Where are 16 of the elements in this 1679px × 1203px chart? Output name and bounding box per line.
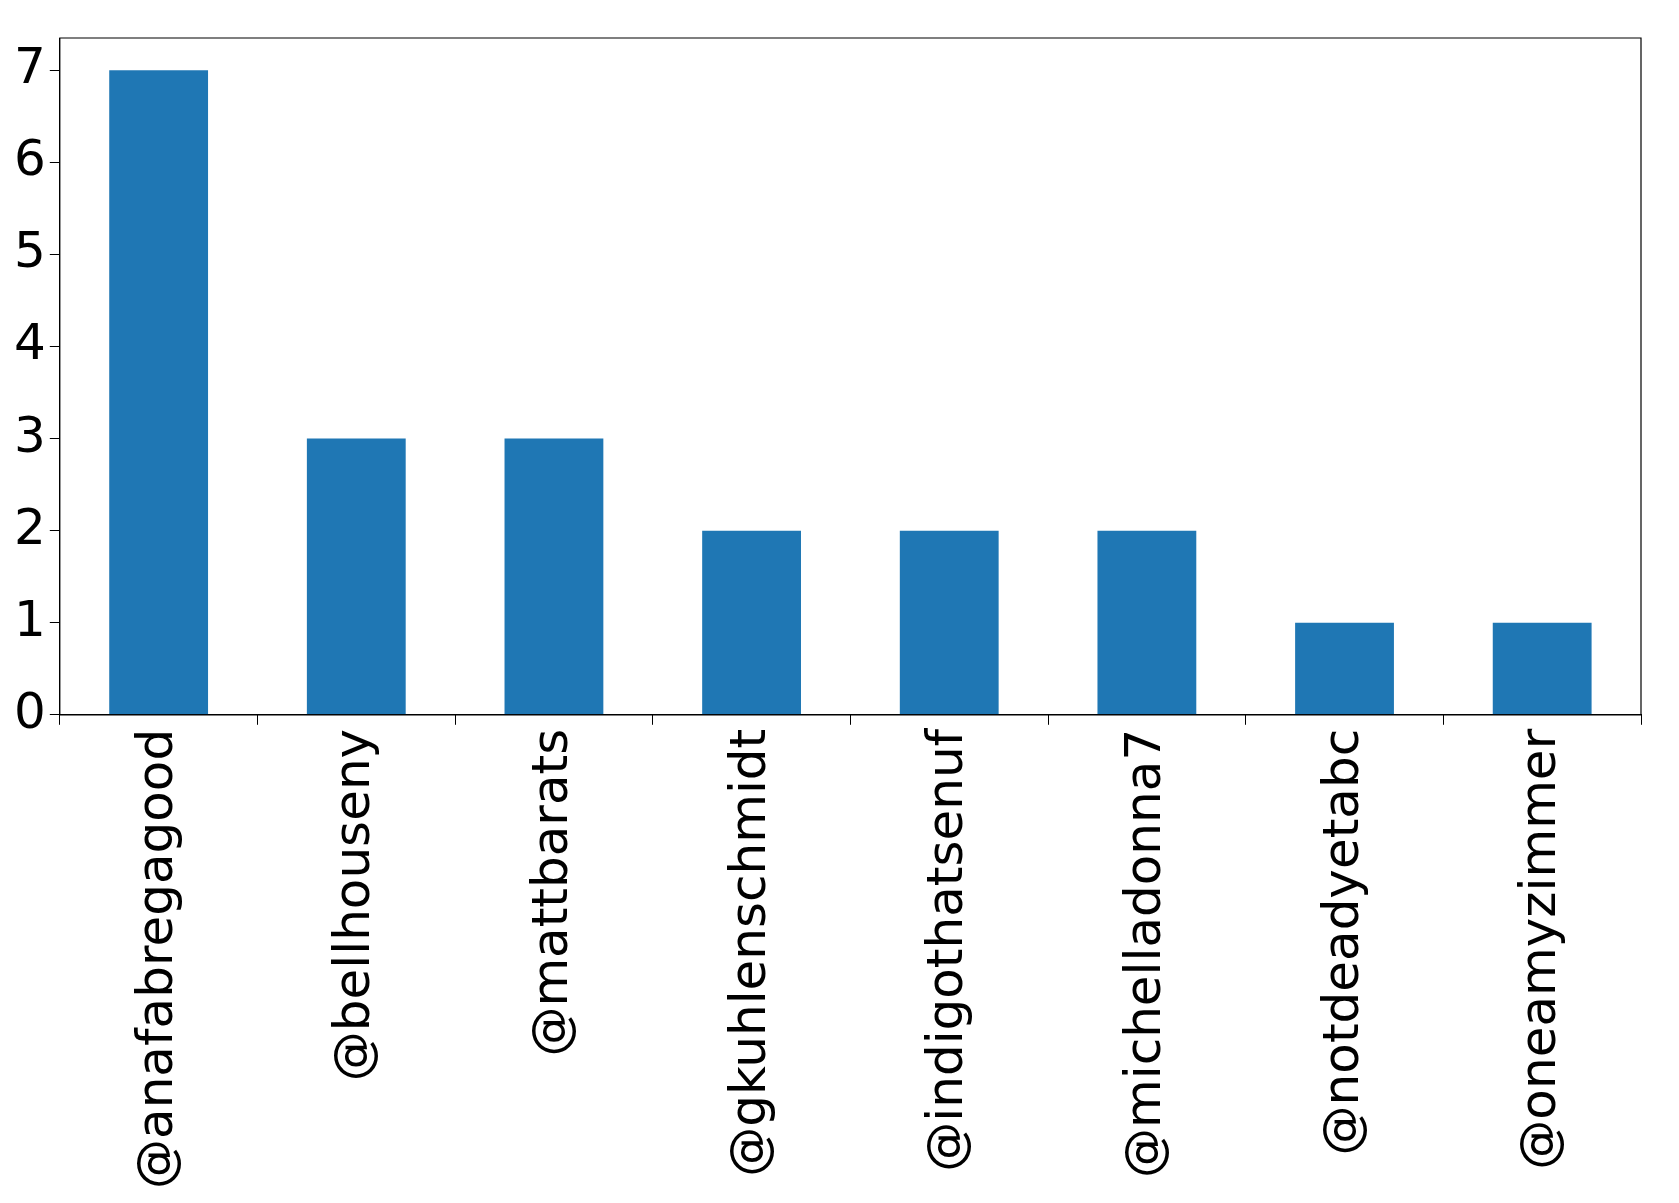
y-tick-label: 1	[14, 589, 46, 648]
x-tick-label: @indigothatsenuf	[916, 727, 975, 1172]
x-tick-label: @gkuhlenschmidt	[718, 728, 777, 1177]
y-tick-label: 3	[14, 405, 46, 464]
y-tick-label: 7	[14, 37, 46, 96]
y-tick-label: 6	[14, 129, 46, 188]
y-tick-label: 4	[14, 313, 46, 372]
x-tick-label: @mattbarats	[520, 728, 579, 1057]
x-tick-label: @michelladonna7	[1113, 728, 1172, 1178]
y-tick-label: 2	[14, 497, 46, 556]
x-tick-label: @notdeadyetabc	[1311, 728, 1370, 1156]
y-tick-label: 0	[14, 681, 46, 740]
y-tick-label: 5	[14, 221, 46, 280]
x-tick-label: @bellhouseny	[323, 728, 382, 1082]
x-tick-label: @anafabregagood	[125, 728, 184, 1190]
x-tick-label: @oneamyzimmer	[1509, 728, 1568, 1170]
